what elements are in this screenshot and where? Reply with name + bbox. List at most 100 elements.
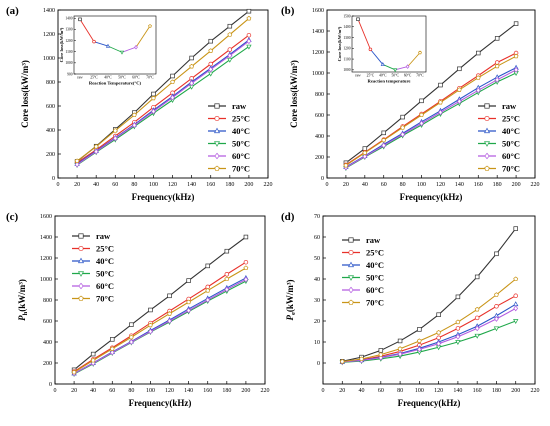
inset-x-tick-label: 70°C bbox=[146, 76, 154, 80]
y-axis-title-unit: (kW/m³) bbox=[285, 279, 295, 312]
y-axis-title-symbol: P bbox=[17, 315, 27, 321]
data-point bbox=[378, 352, 384, 357]
legend-marker bbox=[78, 233, 84, 239]
inset-segment bbox=[395, 66, 408, 71]
legend-marker bbox=[213, 127, 221, 134]
data-point bbox=[167, 311, 172, 316]
inset-point bbox=[92, 39, 96, 44]
x-tick-label: 0 bbox=[57, 182, 60, 188]
chart-panel-d: 0 20 40 60 80 100 120 140 160 180 200 220 0 10 20 30 40 5… bbox=[281, 211, 540, 408]
y-axis-title: Pe(kW/m³) bbox=[285, 279, 297, 320]
data-point bbox=[186, 278, 191, 283]
inset-point bbox=[356, 17, 360, 21]
data-point bbox=[227, 52, 233, 59]
legend-marker bbox=[214, 115, 220, 122]
data-point bbox=[513, 53, 519, 59]
x-tick-label: 200 bbox=[512, 182, 521, 188]
x-axis-title: Frequency(kHz) bbox=[398, 398, 461, 408]
x-tick-label: 100 bbox=[415, 388, 424, 394]
legend-label: 40°C bbox=[232, 126, 250, 136]
y-tick-label: 400 bbox=[43, 340, 52, 346]
y-tick-label: 800 bbox=[43, 298, 52, 304]
y-tick-label: 1000 bbox=[40, 277, 52, 283]
inset-segment bbox=[79, 19, 95, 42]
x-tick-label: 80 bbox=[131, 182, 137, 188]
x-tick-label: 100 bbox=[149, 182, 158, 188]
data-point bbox=[227, 47, 233, 52]
data-point bbox=[205, 297, 211, 303]
y-tick-label: 1200 bbox=[312, 50, 324, 56]
data-point bbox=[456, 87, 462, 92]
data-point bbox=[131, 112, 137, 118]
inset-segment bbox=[370, 49, 384, 65]
y-tick-label: 0 bbox=[52, 176, 55, 182]
data-point bbox=[362, 153, 368, 160]
data-point bbox=[208, 66, 214, 73]
x-tick-label: 60 bbox=[112, 182, 118, 188]
y-axis-title: Ph(kW/m³) bbox=[17, 279, 29, 321]
series-line bbox=[76, 17, 250, 162]
inset-point bbox=[119, 50, 125, 55]
data-point bbox=[381, 130, 386, 136]
legend-label: 70°C bbox=[502, 164, 520, 174]
legend-marker bbox=[214, 152, 220, 160]
panel-label: (c) bbox=[6, 211, 19, 223]
inset-x-tick-label: raw bbox=[77, 76, 83, 80]
series-line bbox=[345, 67, 517, 168]
data-point bbox=[189, 63, 195, 69]
y-tick-label: 400 bbox=[315, 134, 324, 140]
series-line bbox=[342, 295, 516, 363]
data-point bbox=[397, 338, 403, 344]
y-tick-label: 1000 bbox=[43, 56, 55, 62]
legend-marker bbox=[77, 257, 85, 264]
chart-panel-c: 0 20 40 60 80 100 120 140 160 180 200 220 0 200 400 600… bbox=[6, 211, 270, 408]
data-point bbox=[400, 131, 405, 138]
y-tick-label: 30 bbox=[314, 298, 320, 304]
data-point bbox=[400, 114, 405, 120]
chart-panel-b: 0 20 40 60 80 100 120 140 160 180 200 220 0 200 400 600… bbox=[281, 5, 540, 202]
y-axis-title: Core loss(kW/m³) bbox=[20, 60, 30, 128]
x-axis-title: Frequency(kHz) bbox=[400, 192, 463, 202]
data-point bbox=[475, 87, 481, 94]
y-tick-label: 1400 bbox=[312, 29, 324, 35]
data-point bbox=[343, 162, 349, 168]
legend-label: 40°C bbox=[96, 256, 114, 266]
series-line bbox=[76, 46, 250, 166]
inset-point bbox=[368, 47, 373, 52]
legend: raw 25°C 40°C 50°C 60°C 70°C bbox=[478, 101, 520, 174]
y-tick-label: 0 bbox=[321, 176, 324, 182]
legend-label: 25°C bbox=[502, 114, 520, 124]
series-line bbox=[76, 40, 250, 166]
inset-segment bbox=[357, 19, 371, 50]
data-point bbox=[170, 79, 175, 85]
y-tick-label: 0 bbox=[49, 382, 52, 388]
legend: raw 25°C 40°C 50°C 60°C 70°C bbox=[208, 101, 250, 174]
x-tick-label: 40 bbox=[359, 388, 365, 394]
data-point bbox=[476, 50, 481, 56]
series-line bbox=[76, 10, 250, 162]
legend-label: 25°C bbox=[96, 244, 114, 254]
x-tick-label: 140 bbox=[187, 182, 196, 188]
panel-label: (b) bbox=[281, 5, 295, 17]
plot-frame bbox=[57, 9, 269, 179]
x-tick-label: 60 bbox=[109, 388, 115, 394]
x-tick-label: 0 bbox=[322, 388, 325, 394]
data-point bbox=[455, 326, 461, 331]
x-tick-label: 160 bbox=[474, 182, 483, 188]
inset-y-tick-label: 1100 bbox=[65, 50, 72, 54]
y-tick-label: 800 bbox=[46, 80, 55, 86]
inset-x-tick-label: 40°C bbox=[104, 76, 112, 80]
legend: raw 25°C 40°C 50°C 60°C 70°C bbox=[342, 235, 384, 308]
inset-chart: 900 1000 1100 1200 1300 1400 raw 25°C 40°C 50°C 60… bbox=[59, 15, 157, 86]
legend-label: raw bbox=[366, 235, 381, 245]
inset-point bbox=[148, 24, 152, 28]
legend-label: 25°C bbox=[232, 114, 250, 124]
x-tick-label: 40 bbox=[90, 388, 96, 394]
legend-marker bbox=[213, 141, 221, 147]
inset-segment bbox=[135, 25, 151, 48]
data-point bbox=[208, 48, 214, 53]
data-point bbox=[494, 76, 500, 83]
x-tick-label: 100 bbox=[146, 388, 155, 394]
data-point bbox=[205, 263, 210, 269]
